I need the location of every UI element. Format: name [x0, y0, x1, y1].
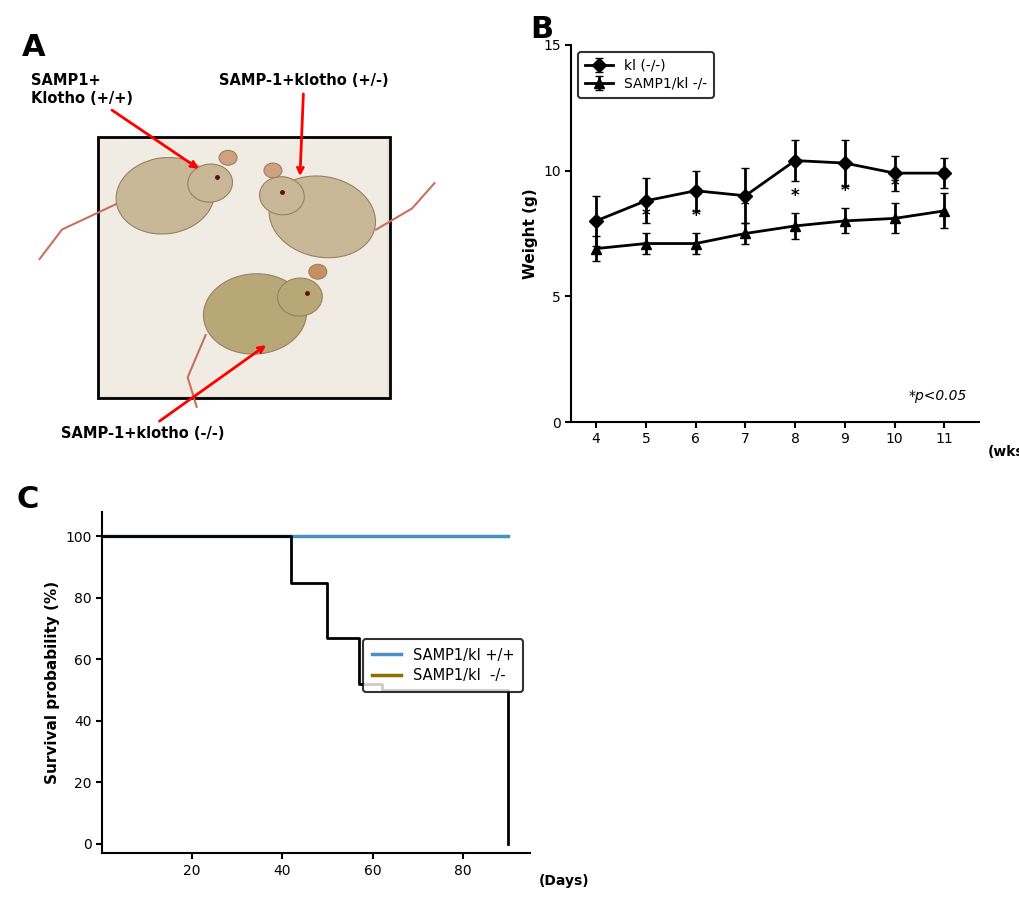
- Text: *: *: [691, 207, 699, 224]
- Text: (wks): (wks): [986, 445, 1019, 459]
- Text: *: *: [890, 177, 898, 195]
- Text: *p<0.05: *p<0.05: [908, 389, 966, 403]
- Text: B: B: [530, 14, 553, 44]
- Ellipse shape: [277, 278, 322, 316]
- Ellipse shape: [309, 264, 326, 279]
- Text: SAMP1+
Klotho (+/+): SAMP1+ Klotho (+/+): [31, 74, 196, 167]
- Text: *: *: [741, 197, 749, 215]
- Bar: [100, 139, 387, 396]
- Ellipse shape: [264, 163, 281, 178]
- Y-axis label: Weight (g): Weight (g): [522, 189, 537, 278]
- Text: (Days): (Days): [538, 874, 589, 887]
- Legend: kl (-/-), SAMP1/kl -/-: kl (-/-), SAMP1/kl -/-: [578, 52, 713, 98]
- Ellipse shape: [259, 177, 304, 215]
- Y-axis label: Survival probability (%): Survival probability (%): [45, 581, 59, 784]
- Ellipse shape: [219, 150, 236, 165]
- Text: *: *: [790, 187, 799, 205]
- Text: *: *: [940, 166, 948, 184]
- Bar: [98, 136, 389, 399]
- Text: C: C: [16, 485, 39, 514]
- Text: *: *: [641, 207, 649, 224]
- Ellipse shape: [203, 274, 307, 354]
- Text: SAMP-1+klotho (-/-): SAMP-1+klotho (-/-): [61, 347, 264, 441]
- Ellipse shape: [269, 176, 375, 258]
- Ellipse shape: [116, 157, 214, 234]
- Text: SAMP-1+klotho (+/-): SAMP-1+klotho (+/-): [219, 74, 388, 173]
- Text: *: *: [840, 181, 849, 199]
- Legend: SAMP1/kl +/+, SAMP1/kl  -/-: SAMP1/kl +/+, SAMP1/kl -/-: [363, 638, 523, 692]
- Text: A: A: [21, 33, 45, 62]
- Ellipse shape: [187, 164, 232, 202]
